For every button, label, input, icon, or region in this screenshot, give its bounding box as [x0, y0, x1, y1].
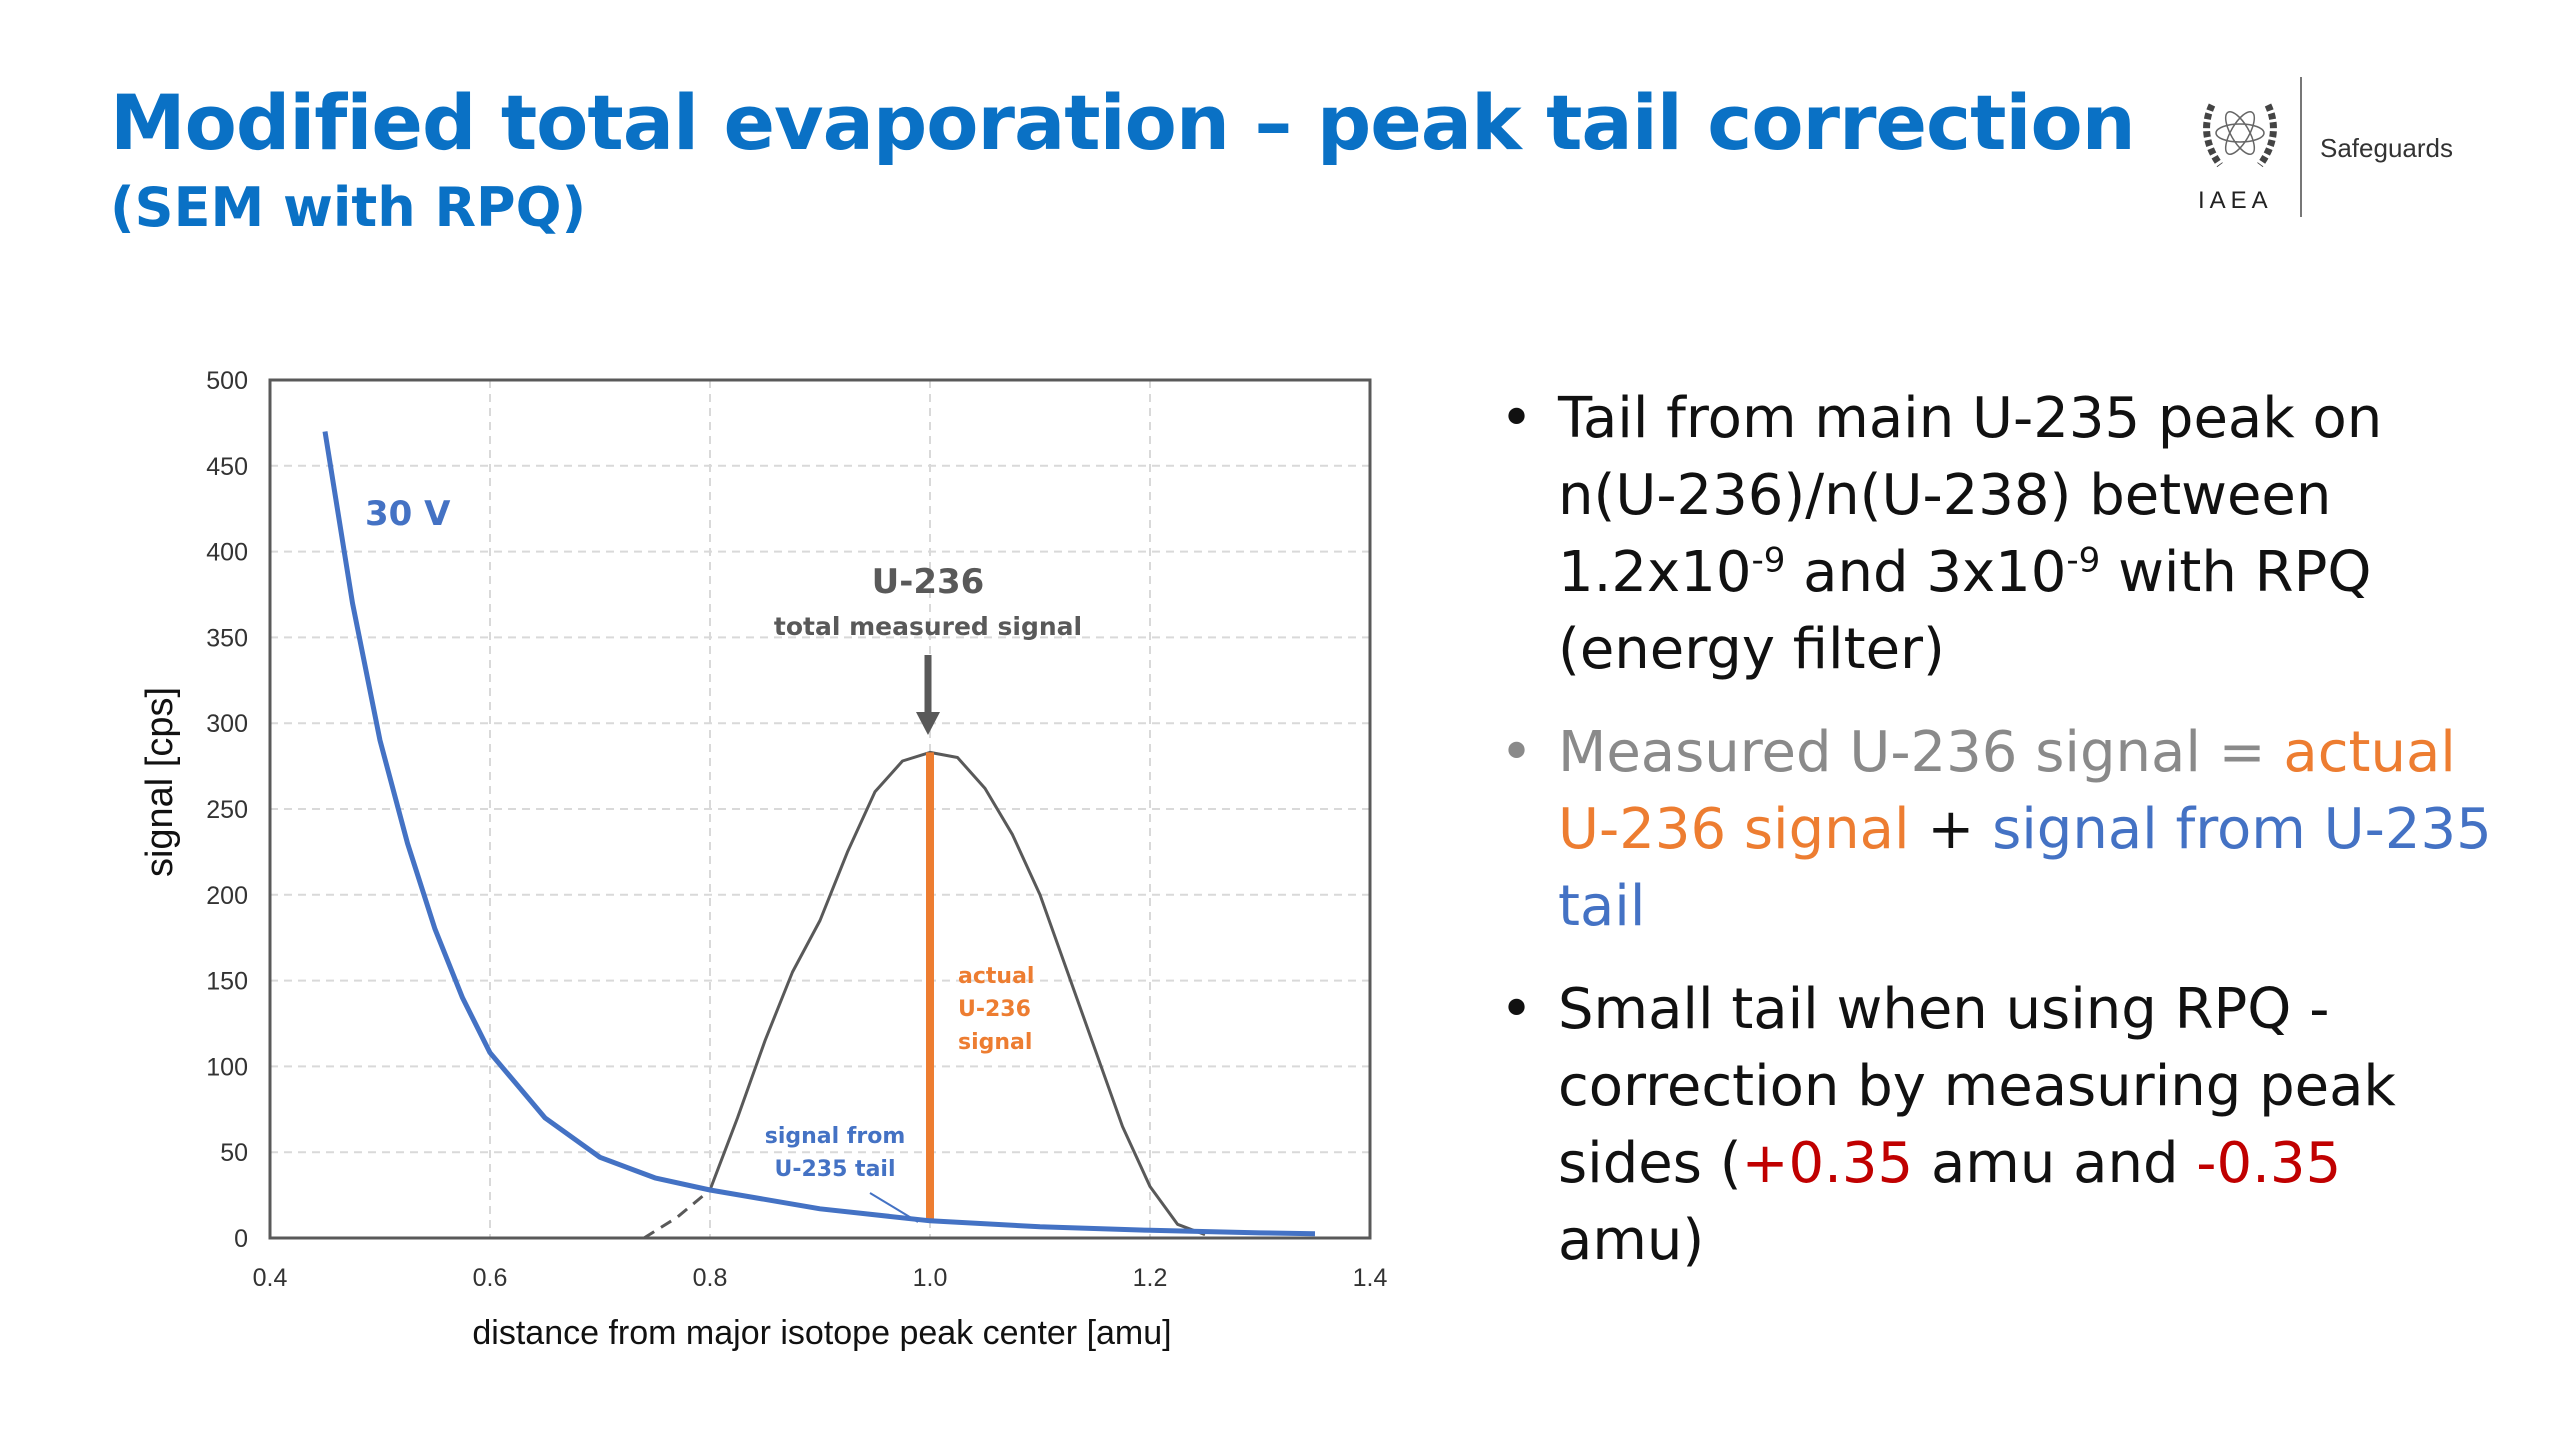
bullet-3: • Small tail when using RPQ - correction… [1500, 971, 2500, 1279]
chart-series [322, 431, 1316, 1240]
y-tick-label: 200 [206, 882, 248, 910]
page-title: Modified total evaporation – peak tail c… [110, 78, 2136, 167]
series-label-30v: 30 V [365, 494, 451, 534]
y-tick-label: 50 [220, 1139, 248, 1167]
peak-subtitle: total measured signal [774, 612, 1082, 641]
y-tick-label: 400 [206, 539, 248, 567]
tail-30v-line [322, 431, 1316, 1237]
signal-chart: 0.4 0.6 0.8 1.0 1.2 1.4 0 50 100 150 200 250 300 350 4… [139, 367, 1387, 1352]
x-tick-label: 1.0 [913, 1264, 948, 1292]
bullet-1: • Tail from main U-235 peak on n(U-236)/… [1500, 380, 2500, 688]
y-tick-label: 350 [206, 624, 248, 652]
y-tick-label: 450 [206, 453, 248, 481]
y-tick-label: 300 [206, 710, 248, 738]
x-tick-label: 1.4 [1353, 1264, 1388, 1292]
x-tick-label: 0.6 [473, 1264, 508, 1292]
y-tick-label: 0 [234, 1225, 248, 1253]
plot-frame [268, 378, 1372, 1240]
bullet-dot-icon: • [1500, 720, 1534, 785]
bullet-dot-icon: • [1500, 977, 1534, 1042]
extrapolation-line [643, 1188, 711, 1240]
logo-org-text: IAEA [2198, 187, 2273, 214]
bullet-2: • Measured U-236 signal = actual U-236 s… [1500, 714, 2500, 945]
iaea-safeguards-logo: IAEA Safeguards [2190, 75, 2520, 225]
actual-label-1: actual [958, 964, 1034, 989]
page-subtitle: (SEM with RPQ) [110, 176, 587, 239]
tail-label-2: U-235 tail [774, 1157, 895, 1182]
down-arrow-icon [916, 655, 940, 735]
logo-divider [2300, 77, 2302, 217]
y-tick-label: 250 [206, 796, 248, 824]
x-axis-label: distance from major isotope peak center … [472, 1314, 1171, 1352]
x-tick-label: 0.8 [693, 1264, 728, 1292]
actual-label-3: signal [958, 1030, 1032, 1055]
bullet-dot-icon: • [1500, 386, 1534, 451]
y-axis-label: signal [cps] [139, 687, 181, 877]
y-tick-label: 100 [206, 1053, 248, 1081]
x-tick-label: 1.2 [1133, 1264, 1168, 1292]
peak-title: U-236 [872, 562, 985, 602]
chart-ticks: 0.4 0.6 0.8 1.0 1.2 1.4 0 50 100 150 200 250 300 350 4… [206, 367, 1387, 1292]
u236-peak-line [708, 750, 1206, 1237]
iaea-emblem-icon [2203, 103, 2277, 168]
x-tick-label: 0.4 [253, 1264, 288, 1292]
y-tick-label: 150 [206, 968, 248, 996]
logo-division-text: Safeguards [2320, 133, 2453, 163]
actual-label-2: U-236 [958, 997, 1031, 1022]
tail-label-1: signal from [765, 1124, 906, 1149]
bullet-list: • Tail from main U-235 peak on n(U-236)/… [1500, 380, 2500, 1305]
tail-pointer [869, 1192, 919, 1223]
y-tick-label: 500 [206, 367, 248, 395]
